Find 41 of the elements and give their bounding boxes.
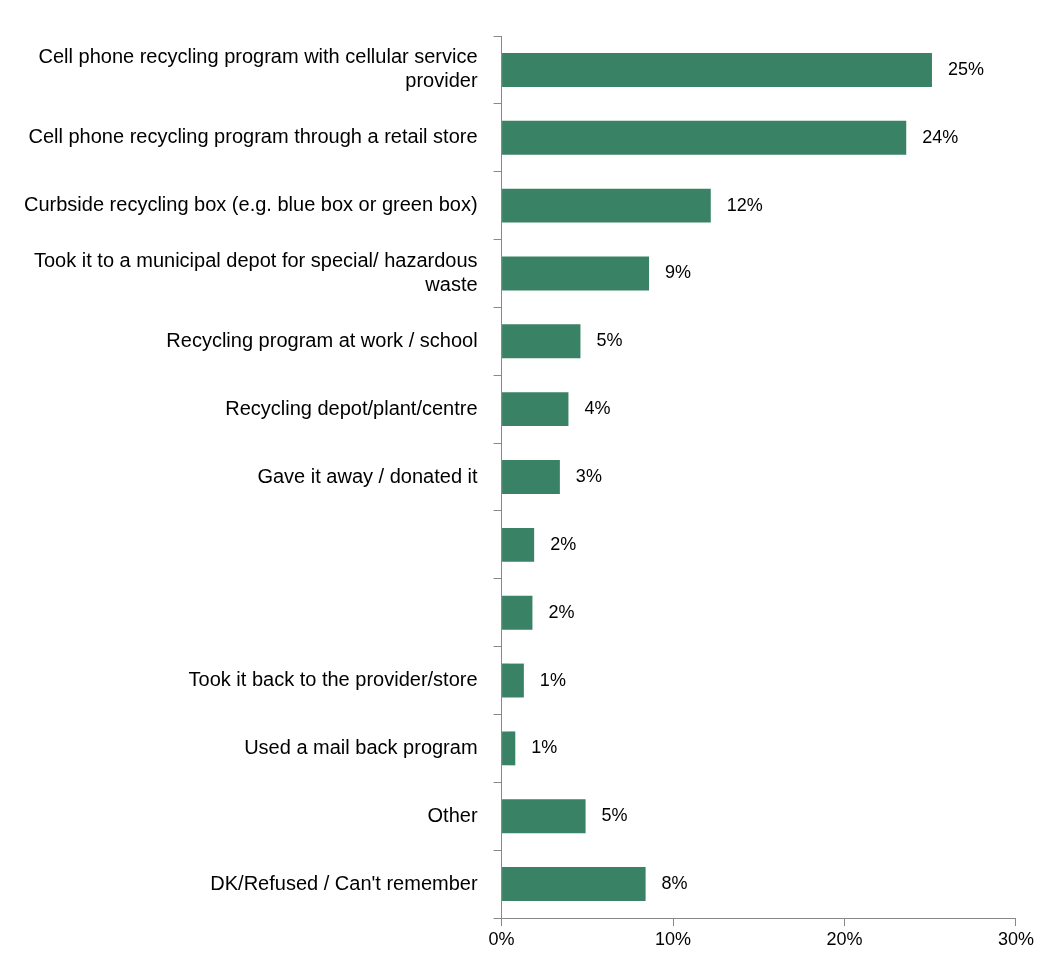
data-label: 9% <box>665 262 692 283</box>
bar <box>502 392 569 427</box>
data-label: 25% <box>947 58 984 79</box>
y-tick-label: Used a mail back program <box>244 735 478 758</box>
bar <box>502 52 932 87</box>
data-label: 5% <box>596 330 623 351</box>
bar <box>502 867 646 902</box>
bar <box>502 595 533 630</box>
bar <box>502 120 907 155</box>
y-tick-label: Gave it away / donated it <box>257 464 478 487</box>
bar <box>502 324 581 359</box>
bar <box>502 799 586 834</box>
data-label: 1% <box>539 669 566 690</box>
y-tick-label: Took it to a municipal depot for special/ hazardous waste <box>33 248 478 295</box>
y-tick-label: Curbside recycling box (e.g. blue box or green box) <box>24 193 478 216</box>
data-label: 5% <box>601 805 628 826</box>
x-tick-label: 20% <box>826 928 863 949</box>
data-label: 2% <box>550 533 577 554</box>
y-tick-label: Recycling program at work / school <box>166 328 478 351</box>
data-label: 3% <box>575 465 602 486</box>
bar <box>502 731 516 766</box>
y-tick-label: Cell phone recycling program through a retail store <box>28 125 478 148</box>
y-tick-label: Recycling depot/plant/centre <box>225 396 478 419</box>
y-tick-label: Cell phone recycling program with cellular service provider <box>38 45 478 92</box>
data-label: 12% <box>726 194 763 215</box>
bar <box>502 460 560 494</box>
data-label: 1% <box>531 737 558 758</box>
x-tick-label: 0% <box>488 928 515 949</box>
y-tick-label: Took it back to the provider/store <box>188 668 478 691</box>
y-tick-label: DK/Refused / Can't remember <box>210 871 478 894</box>
data-label: 24% <box>922 126 959 147</box>
x-tick-label: 10% <box>655 928 692 949</box>
bar <box>502 527 535 562</box>
y-tick-label: Other <box>427 803 478 826</box>
data-label: 2% <box>548 601 575 622</box>
bar <box>502 663 524 698</box>
bar <box>502 256 650 291</box>
data-label: 8% <box>661 873 688 894</box>
data-label: 4% <box>584 398 611 419</box>
x-tick-label: 30% <box>997 928 1034 949</box>
bar <box>502 188 711 223</box>
